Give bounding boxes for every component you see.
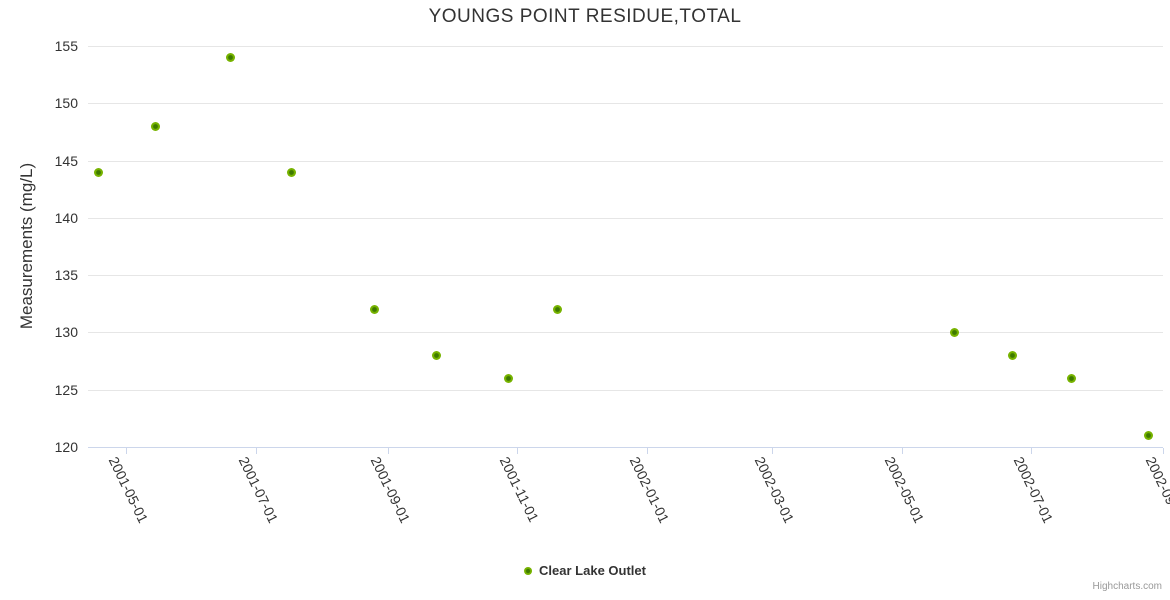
y-axis-tick-label: 150 — [54, 95, 78, 112]
x-axis-tick — [387, 448, 389, 454]
data-point[interactable] — [553, 305, 563, 314]
y-axis-tick-label: 155 — [54, 38, 78, 54]
y-axis-tick-label: 145 — [54, 152, 78, 169]
data-point[interactable] — [1007, 350, 1017, 360]
y-axis-tick-label: 120 — [54, 439, 78, 455]
data-point[interactable] — [151, 121, 161, 131]
x-axis-tick-label: 2002-03-01 — [751, 454, 798, 526]
data-point[interactable] — [504, 373, 514, 383]
x-axis-tick — [126, 448, 128, 454]
x-axis-tick-label: 2002-09-01 — [1142, 454, 1170, 526]
data-point[interactable] — [1143, 431, 1153, 441]
x-axis-tick-label: 2001-09-01 — [367, 454, 413, 526]
x-axis-tick-label: 2001-07-01 — [235, 454, 282, 526]
y-gridline — [88, 46, 1163, 47]
legend-marker-icon — [524, 566, 533, 575]
y-axis-tick-label: 125 — [54, 381, 78, 398]
x-axis-line — [88, 447, 1163, 448]
x-axis-tick — [255, 448, 257, 454]
legend-item[interactable]: Clear Lake Outlet — [524, 563, 646, 578]
y-axis-tick-label: 140 — [54, 209, 78, 226]
y-gridline — [88, 389, 1163, 391]
y-gridline — [88, 160, 1163, 162]
x-axis-tick — [517, 448, 519, 454]
y-axis-title: Measurements (mg/L) — [17, 162, 36, 330]
y-gridline — [88, 332, 1163, 334]
y-axis-tick-label: 135 — [54, 267, 78, 284]
y-gridline — [88, 217, 1163, 219]
data-point[interactable] — [94, 167, 104, 177]
data-point[interactable] — [950, 327, 960, 337]
data-point[interactable] — [287, 167, 297, 177]
y-gridline — [88, 103, 1163, 105]
data-point[interactable] — [1067, 373, 1077, 383]
legend-label: Clear Lake Outlet — [539, 563, 646, 578]
chart-title: YOUNGS POINT RESIDUE,TOTAL — [428, 6, 742, 27]
x-axis-tick-label: 2002-01-01 — [626, 454, 673, 526]
y-axis-tick-label: 130 — [54, 324, 78, 341]
x-axis-tick-label: 2001-11-01 — [496, 454, 543, 525]
y-gridline — [88, 275, 1163, 277]
x-axis-tick — [646, 448, 648, 454]
x-axis-tick-label: 2002-05-01 — [881, 454, 928, 526]
x-axis-tick-label: 2002-07-01 — [1010, 454, 1057, 526]
x-axis-tick — [901, 448, 903, 454]
data-point[interactable] — [431, 350, 441, 360]
data-point[interactable] — [225, 52, 235, 62]
x-axis-tick-label: 2001-05-01 — [105, 454, 152, 526]
x-axis-tick — [1031, 448, 1033, 454]
highcharts-credits-link[interactable]: Highcharts.com — [1092, 581, 1162, 592]
x-axis-tick — [1163, 448, 1164, 454]
x-axis-tick — [772, 448, 774, 454]
data-point[interactable] — [370, 305, 380, 314]
